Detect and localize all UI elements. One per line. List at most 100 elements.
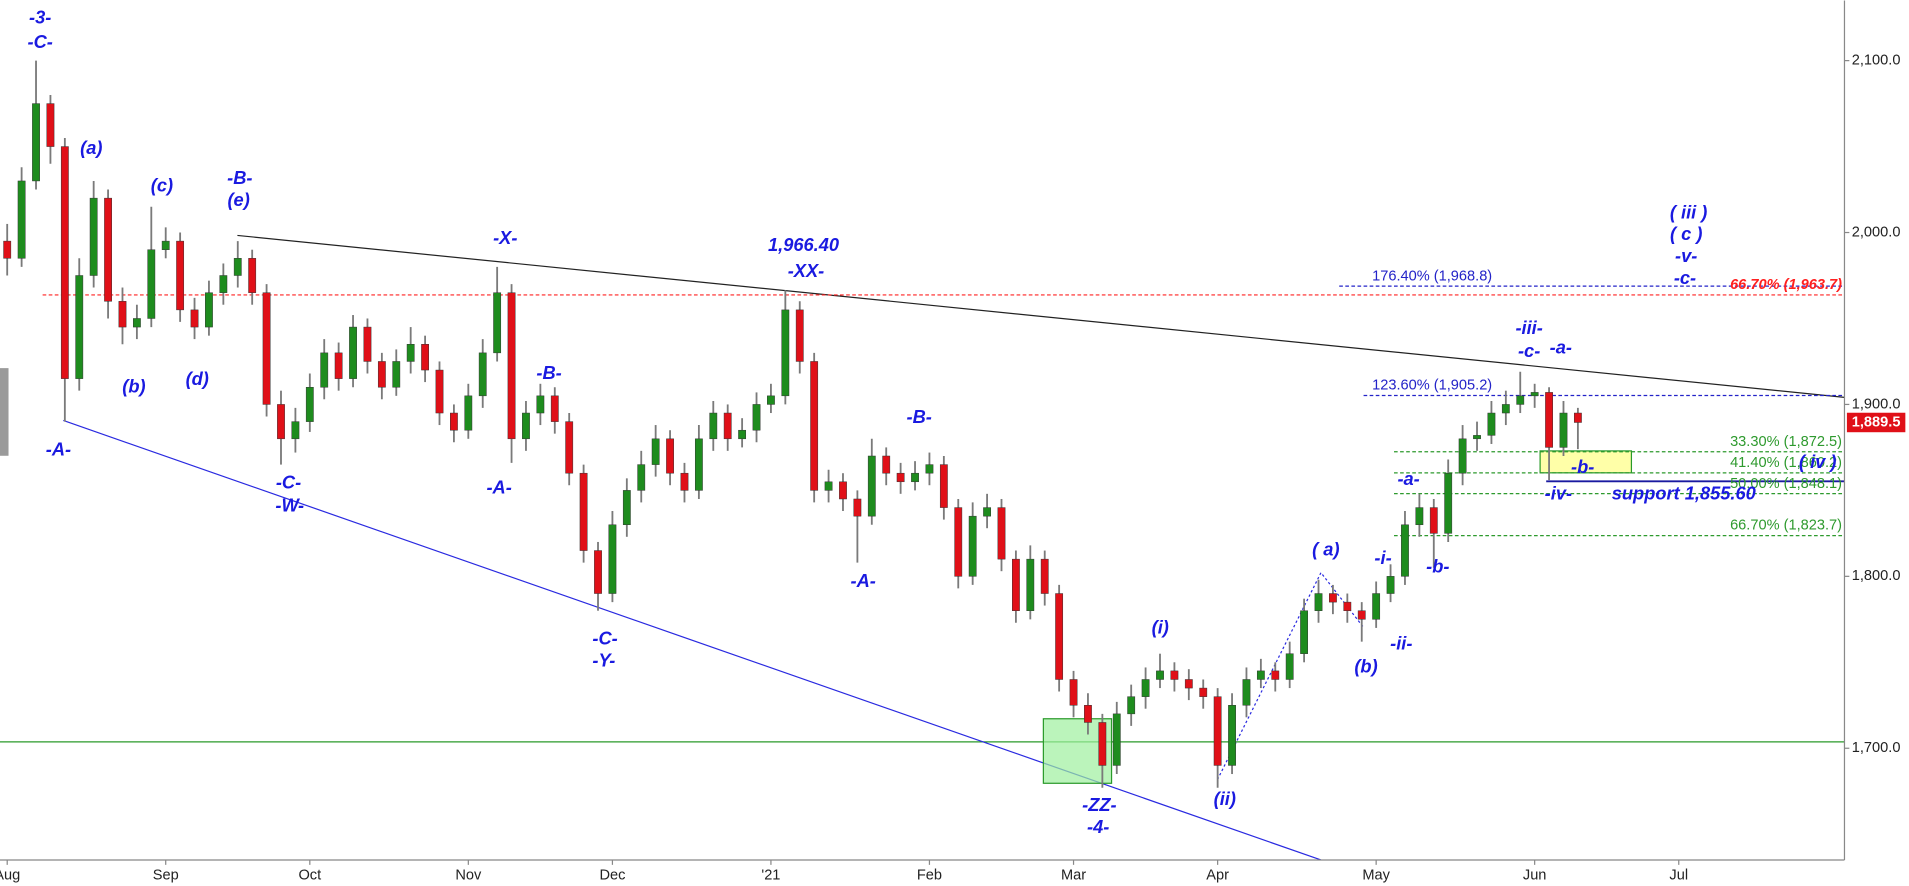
candle-body	[219, 275, 228, 293]
candle-body	[651, 438, 660, 465]
candle-body	[1256, 670, 1265, 680]
candle-body	[594, 550, 602, 594]
wave-label: -b-	[1571, 456, 1594, 477]
candle-body	[406, 344, 415, 362]
candle-body	[233, 258, 242, 276]
candle-body	[579, 472, 588, 551]
candle-body	[709, 412, 718, 440]
candle-body	[60, 146, 69, 379]
candle-body	[1300, 610, 1308, 654]
y-tick-label: 1,900.0	[1852, 396, 1901, 412]
candle-body	[522, 412, 530, 440]
wave-label: (ii)	[1214, 788, 1236, 809]
x-tick-label: '21	[761, 868, 780, 884]
wave-label: ( c )	[1670, 223, 1702, 244]
candle-body	[1084, 705, 1092, 723]
wave-label: (c)	[151, 175, 173, 196]
wave-label: -c-	[1674, 267, 1696, 288]
candle-body	[1141, 679, 1150, 697]
candle-body	[867, 455, 876, 517]
candle-body	[305, 386, 314, 422]
candle-body	[1112, 713, 1121, 766]
candle-body	[161, 240, 170, 250]
wave-label: -ii-	[1390, 632, 1412, 653]
candle-body	[205, 292, 213, 328]
y-tick-label: 2,100.0	[1852, 52, 1901, 68]
candle-body	[507, 292, 516, 440]
wave-label: -A-	[851, 570, 876, 591]
level-label: 66.70% (1,823.7)	[1730, 518, 1842, 534]
candle-body	[694, 438, 703, 491]
wave-label: -i-	[1374, 547, 1391, 568]
candle-body	[1458, 438, 1467, 474]
candle-body	[262, 292, 271, 405]
y-tick-label: 1,800.0	[1852, 568, 1901, 584]
candle-body	[377, 361, 386, 388]
candle-body	[1069, 679, 1078, 706]
candle-body	[1170, 670, 1179, 680]
wave-label: -a-	[1550, 336, 1572, 357]
trend-line	[63, 419, 1322, 861]
wave-label: (b)	[1354, 655, 1377, 676]
wave-label: -ZZ-	[1082, 794, 1116, 815]
wave-label: -W-	[275, 495, 304, 516]
candle-body	[1573, 412, 1582, 423]
candle-body	[1098, 722, 1107, 766]
y-tick-label: 1,700.0	[1852, 740, 1901, 756]
candle-body	[1156, 670, 1164, 680]
last-price-label: 1,889.5	[1852, 414, 1901, 430]
wave-label: 1,966.40	[768, 234, 839, 255]
candle-body	[1285, 653, 1294, 680]
candle-body	[435, 369, 444, 414]
candle-body	[1473, 435, 1481, 440]
wave-label: -XX-	[788, 260, 825, 281]
candle-body	[1501, 404, 1510, 414]
side-tab	[0, 368, 9, 456]
level-label: 123.60% (1,905.2)	[1372, 378, 1492, 394]
candle-body	[75, 275, 84, 379]
last-price-box	[1846, 412, 1906, 433]
candle-body	[464, 395, 473, 431]
candle-body	[1415, 507, 1424, 526]
wave-label: ( iv )	[1799, 451, 1837, 472]
wave-label: -B-	[227, 167, 252, 188]
candle-body	[1545, 392, 1553, 448]
candle-body	[1372, 593, 1381, 620]
candle-body	[1184, 679, 1193, 689]
wave-label: -Y-	[592, 649, 615, 670]
candle-body	[1559, 412, 1568, 448]
level-label: 50.00% (1,848.1)	[1730, 476, 1842, 492]
wave-label: -v-	[1675, 245, 1697, 266]
wave-label: (d)	[186, 368, 209, 389]
wave-label: -B-	[536, 362, 561, 383]
candle-body	[1487, 412, 1496, 436]
candle-body	[277, 404, 285, 440]
candle-body	[493, 292, 502, 354]
candle-body	[565, 421, 574, 474]
candle-body	[622, 490, 631, 526]
candle-body	[363, 326, 372, 362]
wave-label: ( a)	[1312, 539, 1339, 560]
candle-body	[968, 515, 977, 577]
candle-body	[46, 103, 55, 147]
candle-body	[349, 326, 357, 379]
x-tick-label: Aug	[0, 868, 20, 884]
candle-body	[1127, 696, 1136, 715]
candle-body	[680, 472, 689, 491]
candle-body	[478, 352, 487, 397]
wave-label: -C-	[28, 31, 53, 52]
candle-body	[911, 472, 919, 483]
candle-body	[1386, 576, 1395, 594]
wave-label: support 1,855.60	[1612, 483, 1756, 504]
candle-body	[32, 103, 40, 182]
candle-body	[1329, 593, 1337, 603]
candle-body	[1314, 593, 1323, 611]
candle-body	[1271, 670, 1280, 680]
candle-body	[104, 197, 112, 302]
wave-label: -iii-	[1515, 317, 1542, 338]
candle-body	[334, 352, 343, 379]
candle-body	[1242, 679, 1251, 706]
